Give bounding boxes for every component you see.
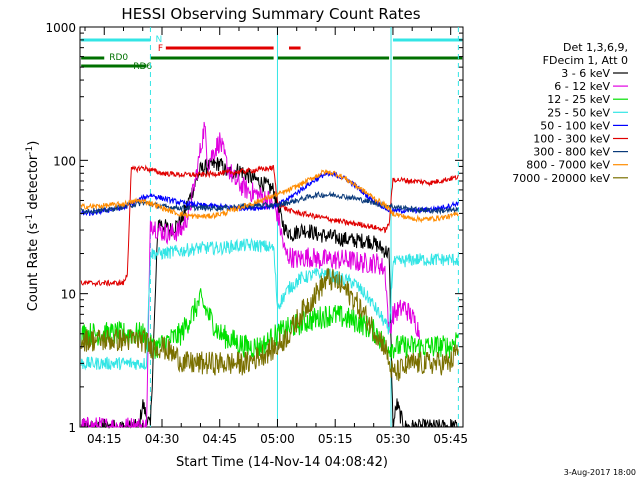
series-line-6to12keV [81,121,420,429]
legend-entry-label: 800 - 7000 keV [526,159,610,172]
y-tick-label: 1000 [45,21,76,35]
flag-bars: NF RD0 RD6 [81,35,463,72]
chart-title: HESSI Observing Summary Count Rates [121,5,420,23]
flag-label-rd6: RD6 [133,62,152,72]
legend-entry-label: 6 - 12 keV [554,80,610,93]
plot-frame [79,26,464,428]
footer-date: 3-Aug-2017 18:00 [564,468,636,477]
x-axis-label: Start Time (14-Nov-14 04:08:42) [176,455,388,470]
x-tick-label: 04:15 [87,432,122,446]
legend-entry-label: 100 - 300 keV [533,133,610,146]
legend-header-line: FDecim 1, Att 0 [543,54,628,67]
x-axis-ticks: 04:15 04:30 04:45 05:00 05:15 05:30 05:45 [84,27,468,446]
series-line-25to50keV [80,237,459,371]
x-tick-label: 05:30 [376,432,411,446]
y-tick-label: 10 [61,288,76,302]
series-line-100to300keV [80,164,459,288]
y-axis-label-sup2: -1 [25,146,35,155]
x-tick-label: 05:15 [318,432,353,446]
y-axis-label: Count Rate (s-1 detector-1) [25,141,41,312]
y-axis-label-sup1: -1 [25,214,35,223]
series-line-3to6keV [80,157,459,429]
legend-entry-label: 25 - 50 keV [547,106,610,119]
y-axis-ticks: 1 10 100 1000 [45,21,463,435]
legend-entry-label: 300 - 800 keV [533,146,610,159]
series-line-300to800keV [80,190,459,215]
legend-entry-label: 3 - 6 keV [561,67,610,80]
y-axis-label-main: Count Rate (s [26,223,41,312]
legend-entry-label: 50 - 100 keV [540,119,610,132]
y-tick-label: 100 [53,154,76,168]
series-line-7000to20000keV [80,267,459,382]
x-tick-label: 04:45 [202,432,237,446]
y-axis-label-mid: detector [26,154,41,214]
x-tick-label: 05:45 [433,432,468,446]
x-tick-label: 04:30 [145,432,180,446]
y-axis-label-end: ) [26,141,41,146]
x-tick-label: 05:00 [260,432,295,446]
y-tick-label: 1 [68,421,76,435]
legend-header-line: Det 1,3,6,9, [563,41,628,54]
legend-entry-label: 7000 - 20000 keV [512,172,610,185]
flag-label-f: F [158,44,163,54]
flag-label-rd0: RD0 [109,53,128,63]
series-line-800to7000keV [80,169,459,224]
series-lines [80,121,459,429]
flag-label-n: N [155,35,162,45]
legend-entry-label: 12 - 25 keV [547,93,610,106]
